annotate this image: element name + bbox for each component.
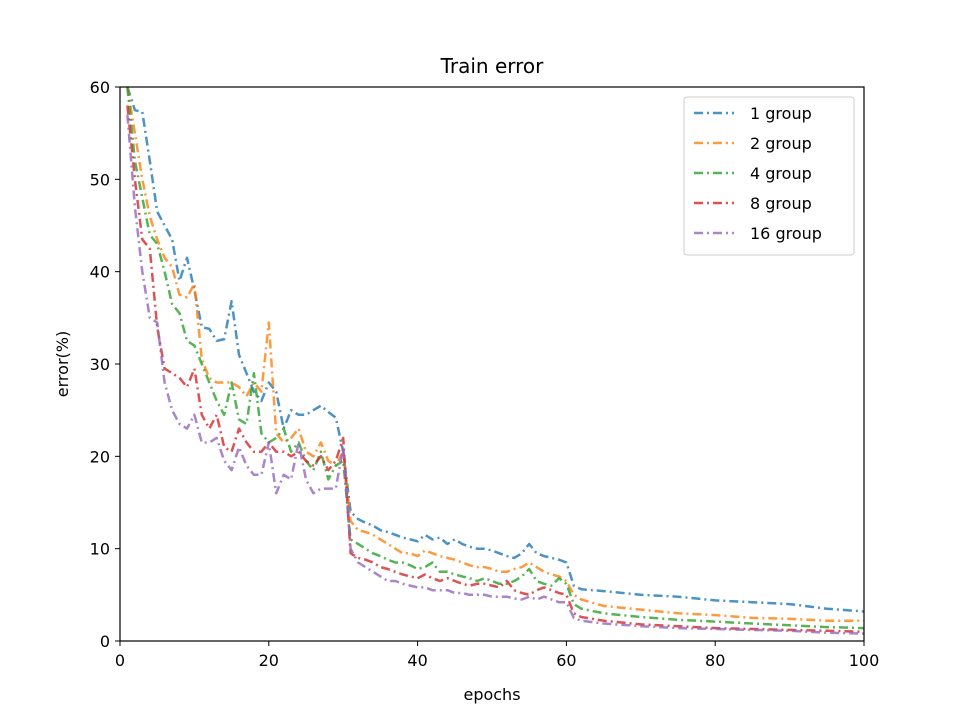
legend-label-2: 2 group	[750, 134, 812, 153]
plot-lines	[126, 87, 864, 635]
x-tick-label: 60	[556, 651, 576, 670]
legend: 1 group 2 group 4 group 8 group 16 group	[683, 96, 855, 256]
y-tick-label: 10	[90, 540, 110, 559]
legend-label-5: 16 group	[750, 224, 822, 243]
y-tick-label: 0	[100, 632, 110, 651]
legend-label-4: 8 group	[750, 194, 812, 213]
y-axis: 0 10 20 30 40 50 60	[90, 78, 120, 651]
x-axis: 0 20 40 60 80 100	[115, 641, 879, 670]
series-line-3	[126, 87, 864, 630]
x-tick-label: 20	[259, 651, 279, 670]
x-axis-label: epochs	[463, 685, 520, 704]
y-tick-label: 20	[90, 447, 110, 466]
x-tick-label: 0	[115, 651, 125, 670]
x-tick-label: 40	[407, 651, 427, 670]
legend-box	[683, 96, 855, 256]
legend-label-1: 1 group	[750, 104, 812, 123]
x-tick-label: 100	[849, 651, 880, 670]
y-tick-label: 40	[90, 263, 110, 282]
series-line-5	[126, 114, 864, 635]
series-line-4	[126, 105, 864, 634]
y-tick-label: 50	[90, 170, 110, 189]
x-tick-label: 80	[705, 651, 725, 670]
y-tick-label: 60	[90, 78, 110, 97]
series-line-2	[126, 87, 864, 622]
y-tick-label: 30	[90, 355, 110, 374]
legend-label-3: 4 group	[750, 164, 812, 183]
y-axis-label: error(%)	[53, 331, 72, 397]
chart-title: Train error	[440, 54, 545, 78]
